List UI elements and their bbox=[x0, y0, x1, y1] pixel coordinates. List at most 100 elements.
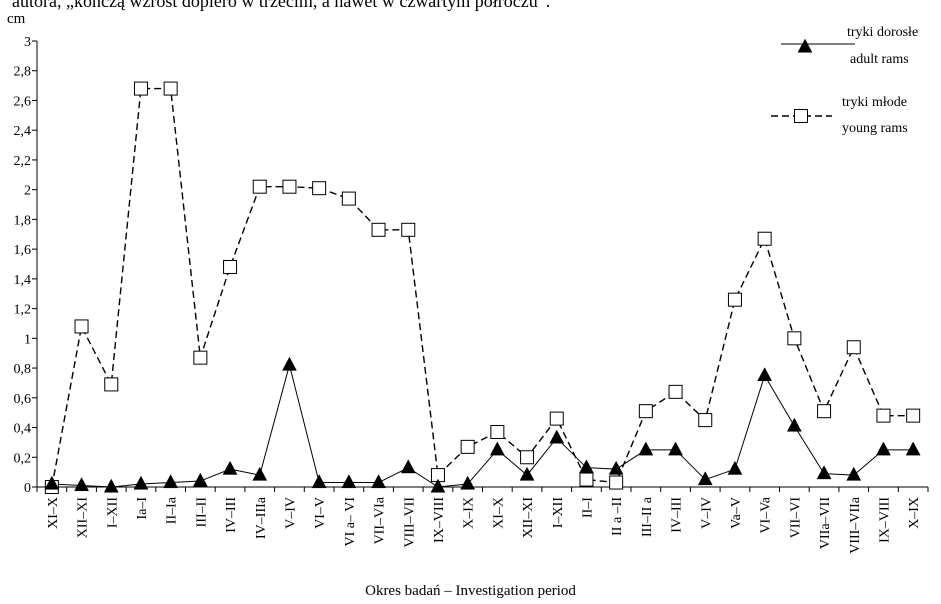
legend-young-label-pl: tryki młode bbox=[842, 95, 907, 110]
legend-adult-label-pl: tryki dorosłe bbox=[847, 25, 918, 40]
x-tick-label: VIII–VII bbox=[402, 497, 417, 548]
caption-text: autora, „kończą wzrost dopiero w trzecim… bbox=[12, 0, 551, 11]
point-young-rams bbox=[579, 472, 594, 487]
point-adult-rams bbox=[668, 441, 683, 456]
point-young-rams bbox=[787, 331, 802, 346]
point-adult-rams bbox=[697, 471, 713, 486]
point-adult-rams bbox=[816, 465, 832, 480]
point-adult-rams bbox=[519, 466, 535, 481]
y-tick-label: 0,6 bbox=[14, 392, 32, 407]
chart-legend: tryki dorosłe adult rams tryki młode you… bbox=[771, 25, 918, 136]
x-tick-label: V–IV bbox=[699, 497, 714, 529]
point-young-rams bbox=[549, 411, 564, 426]
x-tick-label: IX–VIII bbox=[877, 497, 892, 543]
series-line-adult-rams bbox=[51, 363, 914, 488]
point-adult-rams bbox=[44, 475, 60, 490]
x-tick-label: X–IX bbox=[907, 497, 922, 529]
point-adult-rams bbox=[192, 472, 208, 487]
x-tick-label: VIII–VIIa bbox=[848, 496, 863, 554]
point-adult-rams bbox=[163, 474, 179, 489]
x-tick-label: XI–X bbox=[491, 497, 506, 529]
point-adult-rams bbox=[579, 459, 594, 474]
point-young-rams bbox=[906, 408, 921, 423]
x-tick-label: II a –II bbox=[610, 497, 625, 536]
x-tick-label: Ia–I bbox=[135, 497, 150, 520]
point-adult-rams bbox=[133, 475, 149, 490]
point-adult-rams bbox=[757, 367, 773, 382]
point-adult-rams bbox=[460, 475, 476, 490]
point-young-rams bbox=[609, 475, 624, 490]
point-young-rams bbox=[193, 350, 208, 365]
x-tick-label: I–XII bbox=[105, 497, 120, 528]
point-adult-rams bbox=[905, 441, 921, 456]
x-tick-label: IX–VIII bbox=[432, 497, 447, 543]
point-young-rams bbox=[460, 439, 475, 454]
x-tick-label: IV–III bbox=[670, 497, 685, 533]
y-tick-label: 1,2 bbox=[14, 303, 32, 318]
legend-adult-marker bbox=[797, 38, 813, 53]
x-tick-label: V–IV bbox=[283, 497, 298, 529]
x-tick-label: II–I bbox=[580, 497, 595, 518]
point-adult-rams bbox=[489, 441, 505, 456]
x-tick-label: XI–X bbox=[46, 497, 61, 529]
point-young-rams bbox=[74, 319, 89, 334]
point-young-rams bbox=[817, 404, 832, 419]
x-tick-label: XII–XI bbox=[76, 497, 91, 539]
point-adult-rams bbox=[608, 460, 624, 475]
x-tick-label: I–XII bbox=[551, 497, 566, 528]
point-adult-rams bbox=[222, 460, 238, 475]
x-tick-label: IV–IIIa bbox=[254, 496, 269, 539]
point-young-rams bbox=[846, 340, 861, 355]
point-young-rams bbox=[252, 179, 267, 194]
point-young-rams bbox=[520, 450, 535, 465]
point-young-rams bbox=[371, 222, 386, 237]
point-young-rams bbox=[401, 222, 416, 237]
point-adult-rams bbox=[282, 356, 297, 371]
x-tick-label: VI a– VI bbox=[343, 497, 358, 547]
x-axis-ticks: XI–X XII–XI I–XII Ia–I II–Ia III–II IV–III IV–I… bbox=[36, 487, 929, 554]
point-young-rams bbox=[757, 231, 772, 246]
y-tick-label: 2,4 bbox=[14, 124, 32, 139]
point-young-rams bbox=[727, 292, 742, 307]
point-adult-rams bbox=[786, 417, 802, 432]
point-young-rams bbox=[104, 377, 119, 392]
x-tick-label: Va–V bbox=[729, 497, 744, 529]
point-young-rams bbox=[876, 408, 891, 423]
point-young-rams bbox=[133, 81, 148, 96]
y-axis-unit-label: cm bbox=[7, 11, 26, 27]
y-tick-label: 2,2 bbox=[14, 154, 32, 169]
legend-young-marker bbox=[794, 109, 808, 123]
y-tick-label: 1,6 bbox=[14, 243, 32, 258]
x-tick-label: III–II bbox=[194, 497, 209, 528]
x-tick-label: VIIa–VII bbox=[818, 497, 833, 549]
point-adult-rams bbox=[400, 459, 416, 474]
point-adult-rams bbox=[638, 441, 654, 456]
y-tick-label: 1,8 bbox=[14, 213, 32, 228]
point-young-rams bbox=[282, 179, 297, 194]
point-adult-rams bbox=[876, 441, 891, 456]
x-tick-label: VII–VI bbox=[788, 497, 803, 539]
point-adult-rams bbox=[371, 474, 386, 489]
point-young-rams bbox=[223, 259, 238, 274]
y-tick-label: 2 bbox=[24, 184, 31, 199]
y-axis-ticks: 0 0,2 0,4 0,6 0,8 1 1,2 1,4 1,6 1,8 2 2,2 2,4 2,6 2,8 3 bbox=[14, 35, 37, 496]
point-adult-rams bbox=[252, 466, 268, 481]
point-adult-rams bbox=[727, 460, 743, 475]
legend-adult-label-en: adult rams bbox=[850, 52, 909, 67]
y-tick-label: 0,2 bbox=[14, 451, 32, 466]
point-adult-rams bbox=[430, 478, 446, 493]
y-tick-label: 1,4 bbox=[14, 273, 32, 288]
legend-young-label-en: young rams bbox=[842, 121, 908, 136]
x-tick-label: VII–VIa bbox=[373, 496, 388, 544]
point-young-rams bbox=[638, 404, 653, 419]
series-line-young-rams bbox=[51, 87, 914, 488]
x-tick-label: II–Ia bbox=[165, 496, 180, 524]
x-tick-label: III–II a bbox=[640, 496, 655, 537]
point-adult-rams bbox=[341, 474, 357, 489]
y-tick-label: 0,4 bbox=[14, 422, 32, 437]
point-young-rams bbox=[490, 424, 505, 439]
y-tick-label: 0 bbox=[24, 481, 31, 496]
point-adult-rams bbox=[846, 466, 862, 481]
point-young-rams bbox=[668, 384, 683, 399]
